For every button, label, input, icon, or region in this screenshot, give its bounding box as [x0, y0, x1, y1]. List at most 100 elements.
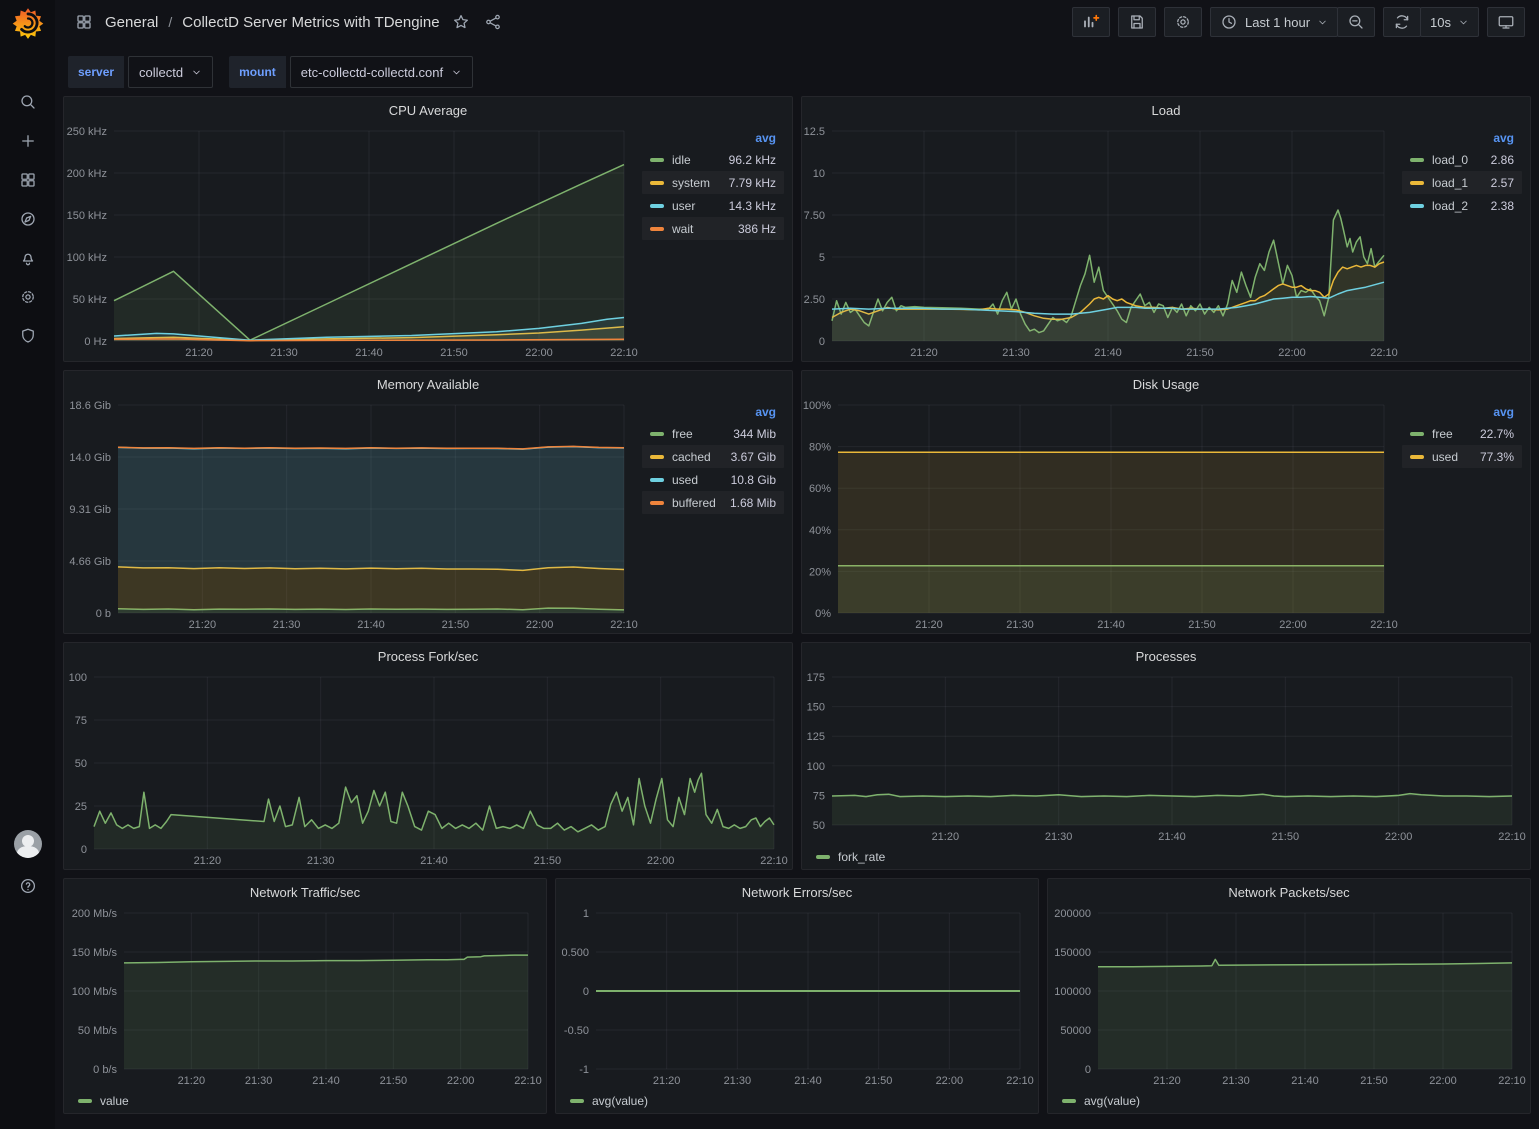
variable-mount: mount etc-collectd-collectd.conf [229, 56, 473, 88]
svg-text:21:30: 21:30 [245, 1075, 273, 1087]
dashboards-icon[interactable] [16, 168, 40, 192]
variable-server: server collectd [68, 56, 213, 88]
chart-plot[interactable]: 02.5057.501012.521:2021:3021:4021:5022:0… [802, 123, 1402, 361]
legend-avg-header[interactable]: avg [642, 403, 784, 422]
svg-text:-1: -1 [579, 1064, 589, 1076]
legend-item-cached[interactable]: cached3.67 Gib [642, 445, 784, 468]
legend-item-idle[interactable]: idle96.2 kHz [642, 148, 784, 171]
refresh-interval-picker[interactable]: 10s [1420, 7, 1479, 37]
time-range-picker[interactable]: Last 1 hour [1210, 7, 1338, 37]
legend-item-load_2[interactable]: load_22.38 [1402, 194, 1522, 217]
chart-plot[interactable]: 0 b4.66 Gib9.31 Gib14.0 Gib18.6 Gib21:20… [64, 397, 642, 633]
chart-plot[interactable]: 05000010000015000020000021:2021:3021:402… [1048, 905, 1530, 1089]
legend-item-used[interactable]: used10.8 Gib [642, 468, 784, 491]
svg-text:22:00: 22:00 [1279, 619, 1307, 631]
legend: avg(value) [556, 1089, 1038, 1113]
svg-text:22:10: 22:10 [760, 855, 788, 867]
legend-item-load_0[interactable]: load_02.86 [1402, 148, 1522, 171]
series-color-swatch [1410, 204, 1424, 208]
series-color-swatch [650, 432, 664, 436]
svg-text:50: 50 [75, 758, 87, 770]
legend-item-used[interactable]: used77.3% [1402, 445, 1522, 468]
panel-title-load[interactable]: Load [802, 97, 1530, 123]
time-range-label: Last 1 hour [1245, 15, 1310, 30]
legend: avgidle96.2 kHzsystem7.79 kHzuser14.3 kH… [642, 123, 792, 361]
create-plus-icon[interactable] [16, 129, 40, 153]
panel-title-network-traffic[interactable]: Network Traffic/sec [64, 879, 546, 905]
series-color-swatch [650, 478, 664, 482]
grafana-logo[interactable] [11, 6, 45, 40]
share-icon[interactable] [482, 11, 504, 33]
refresh-icon[interactable] [1383, 7, 1421, 37]
sidebar [0, 0, 55, 1129]
star-icon[interactable] [450, 11, 472, 33]
series-color-swatch [78, 1099, 92, 1103]
chart-plot[interactable]: -1-0.5000.500121:2021:3021:4021:5022:002… [556, 905, 1038, 1089]
chevron-down-icon [451, 67, 462, 78]
panel-processes: Processes 507510012515017521:2021:3021:4… [801, 642, 1531, 870]
svg-text:125: 125 [807, 731, 825, 743]
legend-avg-header[interactable]: avg [1402, 129, 1522, 148]
legend-item-fork_rate[interactable]: fork_rate [816, 850, 885, 864]
chart-plot[interactable]: 0 Hz50 kHz100 kHz150 kHz200 kHz250 kHz21… [64, 123, 642, 361]
alerting-bell-icon[interactable] [16, 246, 40, 270]
svg-text:18.6 Gib: 18.6 Gib [69, 400, 111, 412]
legend-item-value[interactable]: value [78, 1094, 129, 1108]
svg-text:22:00: 22:00 [1385, 831, 1413, 843]
variable-server-value[interactable]: collectd [128, 56, 213, 88]
legend-item-avg(value)[interactable]: avg(value) [570, 1094, 648, 1108]
explore-compass-icon[interactable] [16, 207, 40, 231]
svg-text:14.0 Gib: 14.0 Gib [69, 452, 111, 464]
svg-text:22:10: 22:10 [514, 1075, 542, 1087]
svg-text:22:00: 22:00 [525, 347, 553, 359]
dashboards-grid-icon[interactable] [73, 11, 95, 33]
page-title[interactable]: CollectD Server Metrics with TDengine [182, 14, 439, 31]
svg-text:21:40: 21:40 [794, 1075, 822, 1087]
breadcrumb-section[interactable]: General [105, 14, 158, 31]
svg-text:21:20: 21:20 [915, 619, 943, 631]
save-dashboard-icon[interactable] [1118, 7, 1156, 37]
svg-text:0: 0 [819, 336, 825, 348]
legend-avg-header[interactable]: avg [642, 129, 784, 148]
legend-item-load_1[interactable]: load_12.57 [1402, 171, 1522, 194]
chart-plot[interactable]: 025507510021:2021:3021:4021:5022:0022:10 [64, 669, 792, 869]
chart-plot[interactable]: 0%20%40%60%80%100%21:2021:3021:4021:5022… [802, 397, 1402, 633]
chart-plot[interactable]: 0 b/s50 Mb/s100 Mb/s150 Mb/s200 Mb/s21:2… [64, 905, 546, 1089]
add-panel-icon[interactable] [1072, 7, 1110, 37]
variable-mount-value[interactable]: etc-collectd-collectd.conf [290, 56, 473, 88]
svg-text:200 kHz: 200 kHz [67, 168, 107, 180]
dashboard-settings-gear-icon[interactable] [1164, 7, 1202, 37]
panel-title-network-errors[interactable]: Network Errors/sec [556, 879, 1038, 905]
legend-avg-header[interactable]: avg [1402, 403, 1522, 422]
panel-title-cpu-average[interactable]: CPU Average [64, 97, 792, 123]
chart-plot[interactable]: 507510012515017521:2021:3021:4021:5022:0… [802, 669, 1530, 845]
legend-item-buffered[interactable]: buffered1.68 Mib [642, 491, 784, 514]
legend-item-avg(value)[interactable]: avg(value) [1062, 1094, 1140, 1108]
variable-server-label: server [68, 56, 124, 88]
legend-item-system[interactable]: system7.79 kHz [642, 171, 784, 194]
svg-text:0%: 0% [815, 608, 831, 620]
panel-title-processes[interactable]: Processes [802, 643, 1530, 669]
legend-item-free[interactable]: free344 Mib [642, 422, 784, 445]
svg-text:50 Mb/s: 50 Mb/s [78, 1025, 118, 1037]
profile-avatar[interactable] [14, 830, 42, 858]
cycle-view-monitor-icon[interactable] [1487, 7, 1525, 37]
zoom-out-icon[interactable] [1337, 7, 1375, 37]
panel-title-disk-usage[interactable]: Disk Usage [802, 371, 1530, 397]
panel-title-process-fork[interactable]: Process Fork/sec [64, 643, 792, 669]
svg-text:100 kHz: 100 kHz [67, 252, 107, 264]
panel-disk-usage: Disk Usage 0%20%40%60%80%100%21:2021:302… [801, 370, 1531, 634]
svg-text:60%: 60% [809, 483, 831, 495]
svg-text:0 b/s: 0 b/s [93, 1064, 117, 1076]
panel-title-memory-available[interactable]: Memory Available [64, 371, 792, 397]
legend: avgfree22.7%used77.3% [1402, 397, 1530, 633]
legend-item-free[interactable]: free22.7% [1402, 422, 1522, 445]
legend-item-wait[interactable]: wait386 Hz [642, 217, 784, 240]
server-admin-shield-icon[interactable] [16, 324, 40, 348]
search-icon[interactable] [16, 90, 40, 114]
panel-title-network-packets[interactable]: Network Packets/sec [1048, 879, 1530, 905]
legend-item-user[interactable]: user14.3 kHz [642, 194, 784, 217]
svg-text:21:50: 21:50 [442, 619, 470, 631]
configuration-gear-icon[interactable] [16, 285, 40, 309]
help-icon[interactable] [16, 874, 40, 898]
